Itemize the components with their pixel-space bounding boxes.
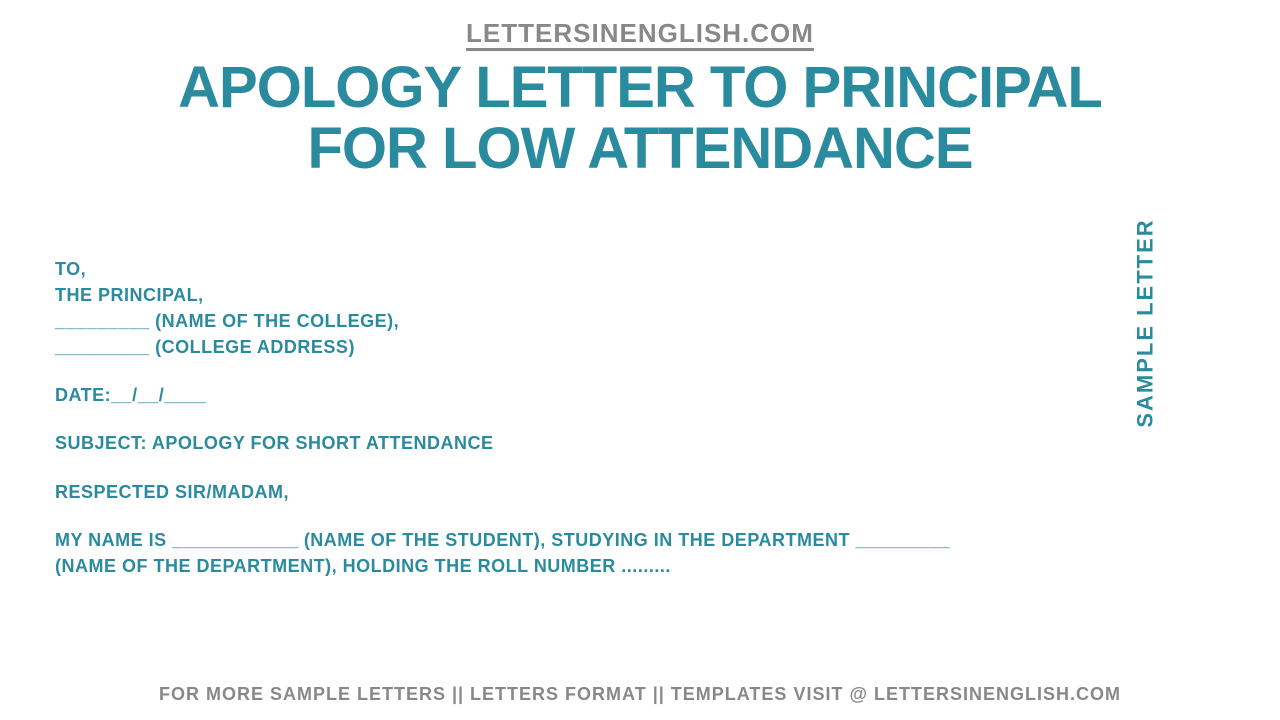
letter-body: TO, THE PRINCIPAL, _________ (NAME OF TH…: [55, 256, 1160, 601]
letter-salutation: RESPECTED SIR/MADAM,: [55, 479, 1160, 505]
letter-body-line-2: (NAME OF THE DEPARTMENT), HOLDING THE RO…: [55, 553, 1160, 579]
title-line-2: FOR LOW ATTENDANCE: [0, 119, 1280, 180]
letter-college-name: _________ (NAME OF THE COLLEGE),: [55, 308, 1160, 334]
letter-to: TO,: [55, 256, 1160, 282]
page-title: APOLOGY LETTER TO PRINCIPAL FOR LOW ATTE…: [0, 58, 1280, 180]
letter-subject: SUBJECT: APOLOGY FOR SHORT ATTENDANCE: [55, 430, 1160, 456]
footer-text: FOR MORE SAMPLE LETTERS || LETTERS FORMA…: [0, 684, 1280, 705]
website-header: LETTERSINENGLISH.COM: [466, 18, 814, 49]
letter-college-address: _________ (COLLEGE ADDRESS): [55, 334, 1160, 360]
letter-body-line-1: MY NAME IS ____________ (NAME OF THE STU…: [55, 527, 1160, 553]
letter-date: DATE:__/__/____: [55, 382, 1160, 408]
letter-principal: THE PRINCIPAL,: [55, 282, 1160, 308]
title-line-1: APOLOGY LETTER TO PRINCIPAL: [0, 58, 1280, 119]
